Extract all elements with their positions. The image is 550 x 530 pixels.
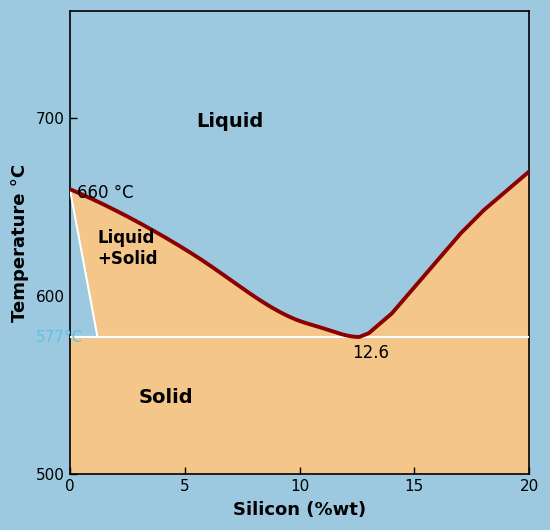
Text: Liquid
+Solid: Liquid +Solid xyxy=(97,229,158,268)
Text: Solid: Solid xyxy=(139,388,194,407)
Polygon shape xyxy=(70,189,97,337)
X-axis label: Silicon (%wt): Silicon (%wt) xyxy=(233,501,366,519)
Text: 577°C: 577°C xyxy=(35,330,82,346)
Text: 660 °C: 660 °C xyxy=(77,184,134,202)
Text: Liquid: Liquid xyxy=(196,112,263,131)
Y-axis label: Temperature °C: Temperature °C xyxy=(11,164,29,322)
Text: 12.6: 12.6 xyxy=(353,344,389,363)
